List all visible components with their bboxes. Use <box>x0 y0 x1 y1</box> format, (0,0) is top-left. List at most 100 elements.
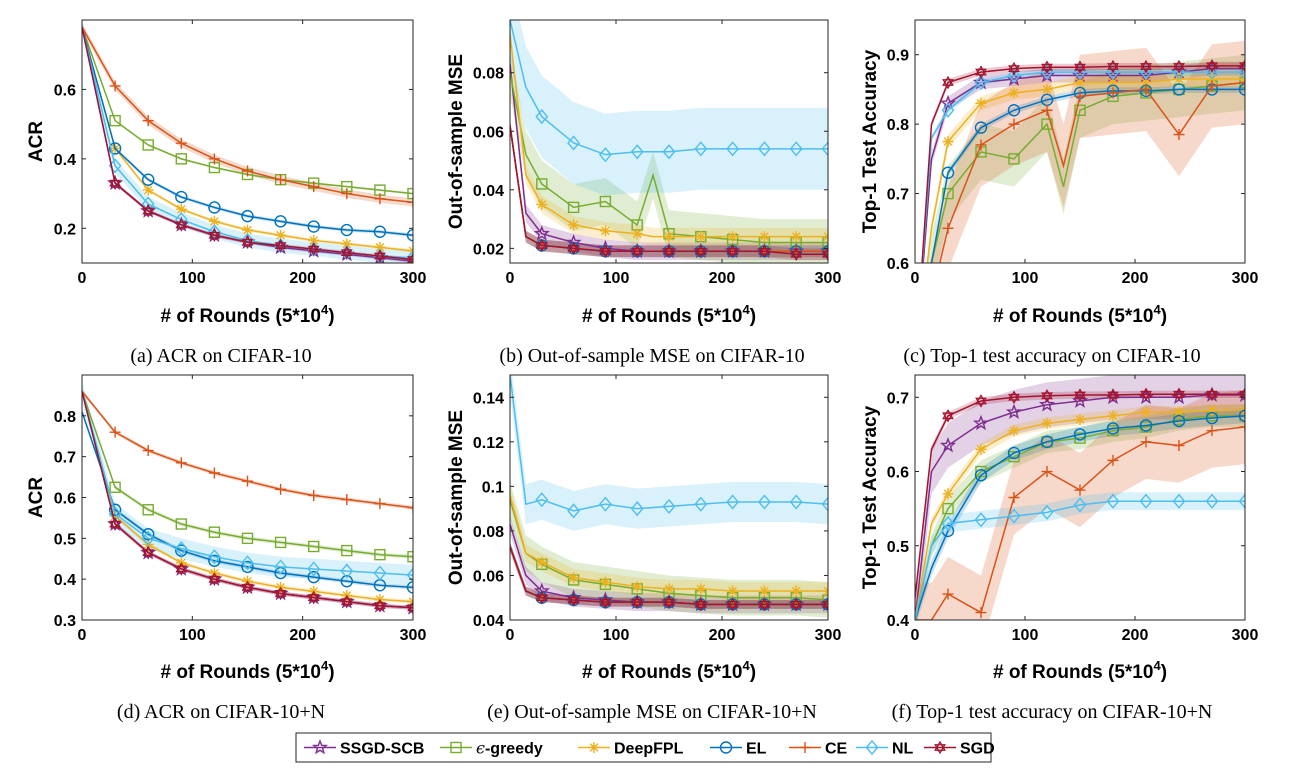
point-sgd <box>599 595 612 609</box>
point-ce <box>374 498 386 510</box>
point-greedy <box>241 532 254 545</box>
point-deepfpl <box>663 583 675 595</box>
legend-entry-ssgd-scb: SSGD-SCB <box>304 738 424 758</box>
x-axis-label: # of Rounds (5*104) <box>160 658 334 683</box>
x-tick-label: 300 <box>1232 627 1259 644</box>
x-tick-label: 300 <box>400 627 427 644</box>
axes-box <box>81 19 414 264</box>
point-nl <box>941 102 955 118</box>
point-nl <box>630 144 644 160</box>
point-deepfpl <box>975 97 987 109</box>
point-sgd <box>307 242 320 256</box>
point-deepfpl <box>1074 76 1086 88</box>
point-sgd <box>142 204 155 218</box>
point-nl <box>174 212 188 228</box>
x-tick-label: 0 <box>78 270 87 287</box>
point-greedy <box>1041 118 1053 130</box>
band-sgd <box>921 62 1245 263</box>
point-el <box>108 142 122 155</box>
point-nl <box>821 496 828 512</box>
point-ce <box>208 153 220 165</box>
point-nl <box>141 530 155 546</box>
y-tick-label: 0.6 <box>887 256 909 273</box>
point-el <box>108 503 122 516</box>
x-axis-label: # of Rounds (5*104) <box>582 302 756 327</box>
subfigure-caption: (e) Out-of-sample MSE on CIFAR-10+N <box>487 701 817 723</box>
point-greedy <box>536 178 548 190</box>
point-sgd <box>942 75 954 90</box>
point-deepfpl <box>275 229 287 241</box>
line-ce <box>82 390 413 509</box>
point-nl <box>207 549 221 565</box>
legend-entry-nl: NL <box>856 739 914 758</box>
point-ce <box>1239 421 1245 433</box>
point-el <box>208 554 221 567</box>
point-el <box>1139 419 1153 432</box>
point-ce <box>308 489 320 501</box>
point-greedy <box>175 518 188 530</box>
point-el <box>340 223 353 237</box>
point-greedy <box>407 187 413 200</box>
point-deepfpl <box>374 241 386 253</box>
point-nl <box>535 109 549 125</box>
axes-box <box>509 19 829 264</box>
y-axis-label: Top-1 Test Accuracy <box>860 49 881 233</box>
point-ce <box>1107 454 1119 466</box>
point-deepfpl <box>536 556 548 568</box>
x-tick-label: 200 <box>709 270 736 287</box>
point-ce <box>407 502 413 514</box>
point-nl <box>821 141 828 157</box>
point-ce <box>1239 76 1245 88</box>
legend-entry-ce: CE <box>789 741 848 758</box>
point-deepfpl <box>631 581 643 593</box>
point-nl <box>1139 493 1153 509</box>
point-deepfpl <box>1008 425 1020 437</box>
point-ce <box>1074 484 1086 496</box>
point-deepfpl <box>599 225 611 237</box>
point-deepfpl <box>208 215 220 227</box>
point-sgd <box>567 241 580 256</box>
point-nl <box>1238 64 1245 80</box>
point-el <box>1007 446 1021 460</box>
point-deepfpl <box>942 488 954 500</box>
legend-marker-greedy <box>450 741 462 754</box>
axes-box <box>509 374 829 621</box>
point-deepfpl <box>1140 406 1152 418</box>
x-tick-label: 300 <box>815 627 842 644</box>
point-ssgd-scb <box>972 414 990 431</box>
y-axis-label: Out-of-sample MSE <box>446 410 467 585</box>
point-ce <box>341 188 353 200</box>
point-sgd <box>942 409 954 423</box>
line-sgd <box>915 393 1245 598</box>
point-deepfpl <box>727 231 739 243</box>
point-el <box>941 166 955 179</box>
point-sgd <box>340 245 353 260</box>
point-ce <box>1173 440 1185 452</box>
point-deepfpl <box>975 443 987 455</box>
y-tick-label: 0.7 <box>887 187 909 204</box>
subfigure-caption: (a) ACR on CIFAR-10 <box>130 345 311 367</box>
point-el <box>1172 414 1186 428</box>
x-tick-label: 0 <box>911 270 920 287</box>
line-nl <box>510 20 828 156</box>
point-greedy <box>1074 432 1086 444</box>
point-el <box>307 570 320 584</box>
line-sgd <box>510 125 828 255</box>
point-nl <box>694 141 708 157</box>
point-el <box>406 229 413 242</box>
point-deepfpl <box>695 583 707 595</box>
y-tick-label: 0.9 <box>887 48 909 65</box>
point-deepfpl <box>308 234 320 246</box>
point-nl <box>757 494 771 510</box>
point-sgd <box>535 238 548 253</box>
y-tick-label: 0.6 <box>887 465 909 482</box>
y-tick-label: 0.1 <box>482 479 504 496</box>
legend: SSGD-SCB ϵ-greedy DeepFPL EL CE NL SGD <box>295 732 995 763</box>
line-el <box>82 411 413 589</box>
band-nl <box>915 492 1245 620</box>
point-el <box>340 575 353 588</box>
point-sgd <box>663 244 675 259</box>
point-greedy <box>822 236 828 249</box>
point-deepfpl <box>631 228 643 240</box>
